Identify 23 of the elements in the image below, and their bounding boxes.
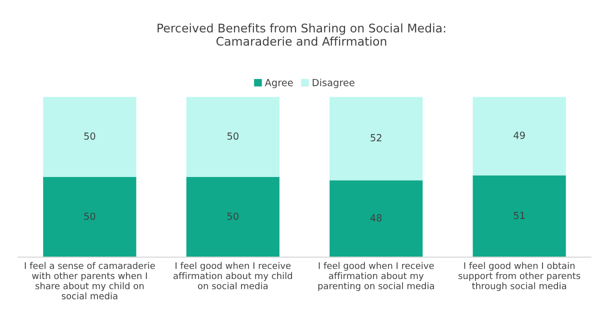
- x-tick-label: I feel good when I receive affirmation about my parenting on social media: [318, 262, 434, 291]
- legend-label: Agree: [264, 79, 293, 88]
- bar: [472, 175, 566, 258]
- bar: [186, 177, 280, 258]
- bar: [186, 96, 280, 178]
- bar: [472, 96, 566, 176]
- chart-title: Perceived Benefits from Sharing on Social Media: Camaraderie and Affirmation: [158, 23, 446, 46]
- x-tick-label: I feel good when I obtain support from other parents through social media: [458, 262, 580, 291]
- bar: [43, 96, 136, 178]
- x-tick-label: I feel a sense of camaraderie with other parents when I share about my child on social media: [24, 262, 155, 300]
- legend-label: Disagree: [312, 78, 354, 88]
- bar: [330, 96, 423, 180]
- data-label: 50: [227, 212, 238, 220]
- bar: [330, 180, 423, 258]
- data-label: 50: [84, 132, 96, 140]
- data-label: 49: [514, 132, 525, 139]
- bar: [43, 177, 136, 258]
- data-label: 48: [370, 214, 382, 222]
- data-label: 52: [370, 134, 382, 142]
- data-label: 51: [514, 212, 525, 220]
- data-label: 50: [227, 132, 238, 140]
- data-label: 50: [84, 212, 96, 220]
- x-tick-label: I feel good when I receive affirmation about my child on social media: [174, 262, 292, 290]
